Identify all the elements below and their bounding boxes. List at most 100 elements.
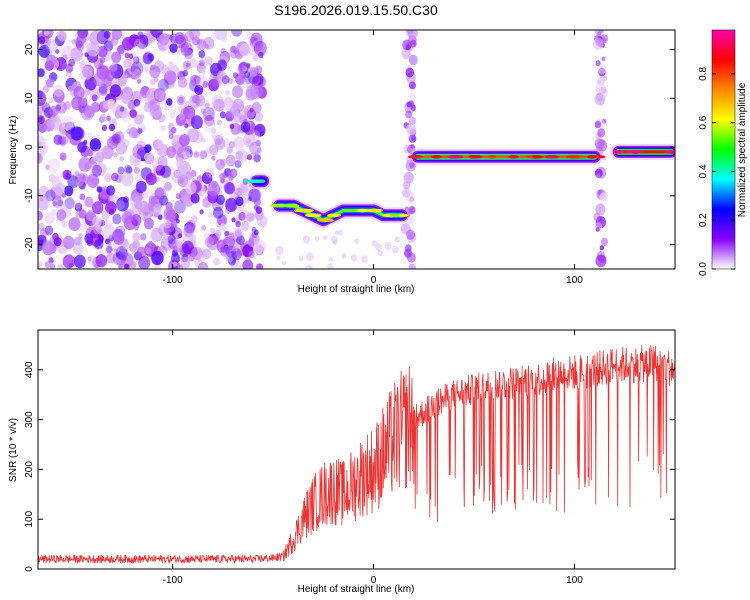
noise-blob: [128, 127, 139, 139]
band-blob: [596, 31, 602, 38]
gap-blob: [305, 264, 313, 269]
noise-blob: [190, 193, 200, 204]
band-blob: [404, 244, 412, 253]
colorbar-tick-label: 0.0: [698, 262, 709, 276]
noise-blob: [204, 236, 215, 248]
noise-blob: [183, 150, 191, 160]
gap-blob: [377, 250, 383, 257]
noise-blob: [112, 213, 122, 225]
noise-blob: [131, 61, 144, 76]
noise-blob: [211, 94, 224, 110]
noise-blob: [109, 62, 118, 72]
noise-blob: [52, 195, 64, 209]
snr-y-tick-label: 100: [24, 510, 35, 527]
band-blob: [410, 144, 415, 149]
band-blob: [595, 254, 607, 268]
noise-blob: [78, 209, 87, 219]
noise-blob: [94, 239, 104, 250]
noise-blob: [149, 65, 161, 79]
signal-hotspot: [468, 155, 477, 159]
noise-blob: [203, 36, 215, 50]
noise-blob: [71, 39, 77, 45]
noise-blob: [139, 114, 145, 120]
noise-blob: [231, 110, 243, 123]
noise-blob: [225, 207, 231, 215]
noise-blob: [209, 227, 216, 235]
noise-blob: [157, 156, 168, 168]
signal-hotspot: [664, 150, 675, 154]
noise-blob: [40, 227, 49, 238]
noise-blob: [211, 101, 220, 111]
noise-blob: [242, 65, 247, 72]
gap-blob: [314, 235, 320, 242]
noise-blob: [138, 256, 151, 269]
noise-blob: [113, 231, 125, 245]
snr-y-label: SNR (10 * v/v): [8, 418, 19, 482]
band-blob: [409, 117, 417, 125]
noise-blob: [253, 229, 259, 236]
noise-blob: [200, 137, 206, 143]
noise-blob: [205, 167, 215, 178]
noise-blob: [93, 72, 106, 87]
noise-blob: [197, 175, 203, 183]
gap-blob: [305, 252, 314, 261]
signal-hotspot: [412, 155, 423, 159]
band-blob: [410, 58, 417, 66]
spectrogram-y-tick-label: 20: [24, 44, 35, 56]
noise-blob: [148, 203, 162, 218]
noise-blob: [43, 30, 50, 36]
noise-blob: [111, 133, 121, 144]
noise-blob: [47, 158, 61, 174]
noise-blob: [184, 49, 194, 60]
signal-hotspot: [431, 155, 442, 159]
band-blob: [406, 123, 417, 136]
noise-blob: [204, 43, 210, 49]
noise-blob: [181, 257, 191, 269]
band-blob: [408, 134, 417, 143]
noise-blob: [131, 214, 142, 227]
noise-blob: [204, 103, 210, 109]
noise-blob: [78, 157, 92, 172]
snr-x-ticks: -100 0 100: [163, 330, 583, 586]
band-blob: [594, 30, 603, 35]
noise-blob: [235, 97, 242, 104]
noise-blob: [104, 173, 113, 183]
noise-blob: [52, 89, 65, 103]
band-blob: [602, 118, 607, 124]
noise-blob: [178, 96, 184, 104]
noise-blob: [219, 111, 226, 119]
band-blob: [408, 57, 413, 62]
spectrogram-y-label: Frequency (Hz): [8, 116, 19, 185]
noise-blob: [67, 85, 74, 93]
noise-blob: [235, 196, 244, 207]
gap-blob: [375, 243, 383, 251]
spectrogram-frame: [37, 29, 676, 270]
noise-blob: [160, 165, 172, 178]
noise-blob: [140, 233, 147, 241]
gap-blob: [337, 229, 343, 236]
snr-x-tick-label: 0: [371, 575, 377, 586]
noise-blob: [92, 148, 106, 164]
noise-blob: [137, 78, 142, 84]
noise-blob: [239, 43, 251, 57]
noise-blob: [179, 134, 190, 147]
noise-blob: [77, 141, 87, 153]
noise-blob: [78, 233, 83, 239]
noise-blob: [79, 65, 93, 81]
gap-blob: [276, 255, 281, 261]
noise-blob: [136, 246, 147, 258]
noise-blob: [182, 60, 192, 70]
noise-blob: [199, 99, 211, 113]
noise-blob: [212, 206, 224, 219]
noise-blob: [200, 265, 206, 269]
noise-blob: [44, 261, 51, 269]
noise-blob: [60, 136, 69, 145]
noise-blob: [79, 193, 86, 201]
noise-blob: [145, 247, 152, 254]
noise-blob: [107, 136, 118, 150]
noise-blob: [190, 115, 203, 130]
noise-blob: [253, 204, 259, 211]
spectrogram-x-tick-label: -100: [163, 275, 183, 286]
noise-blob: [174, 32, 185, 44]
band-blob: [597, 64, 607, 75]
